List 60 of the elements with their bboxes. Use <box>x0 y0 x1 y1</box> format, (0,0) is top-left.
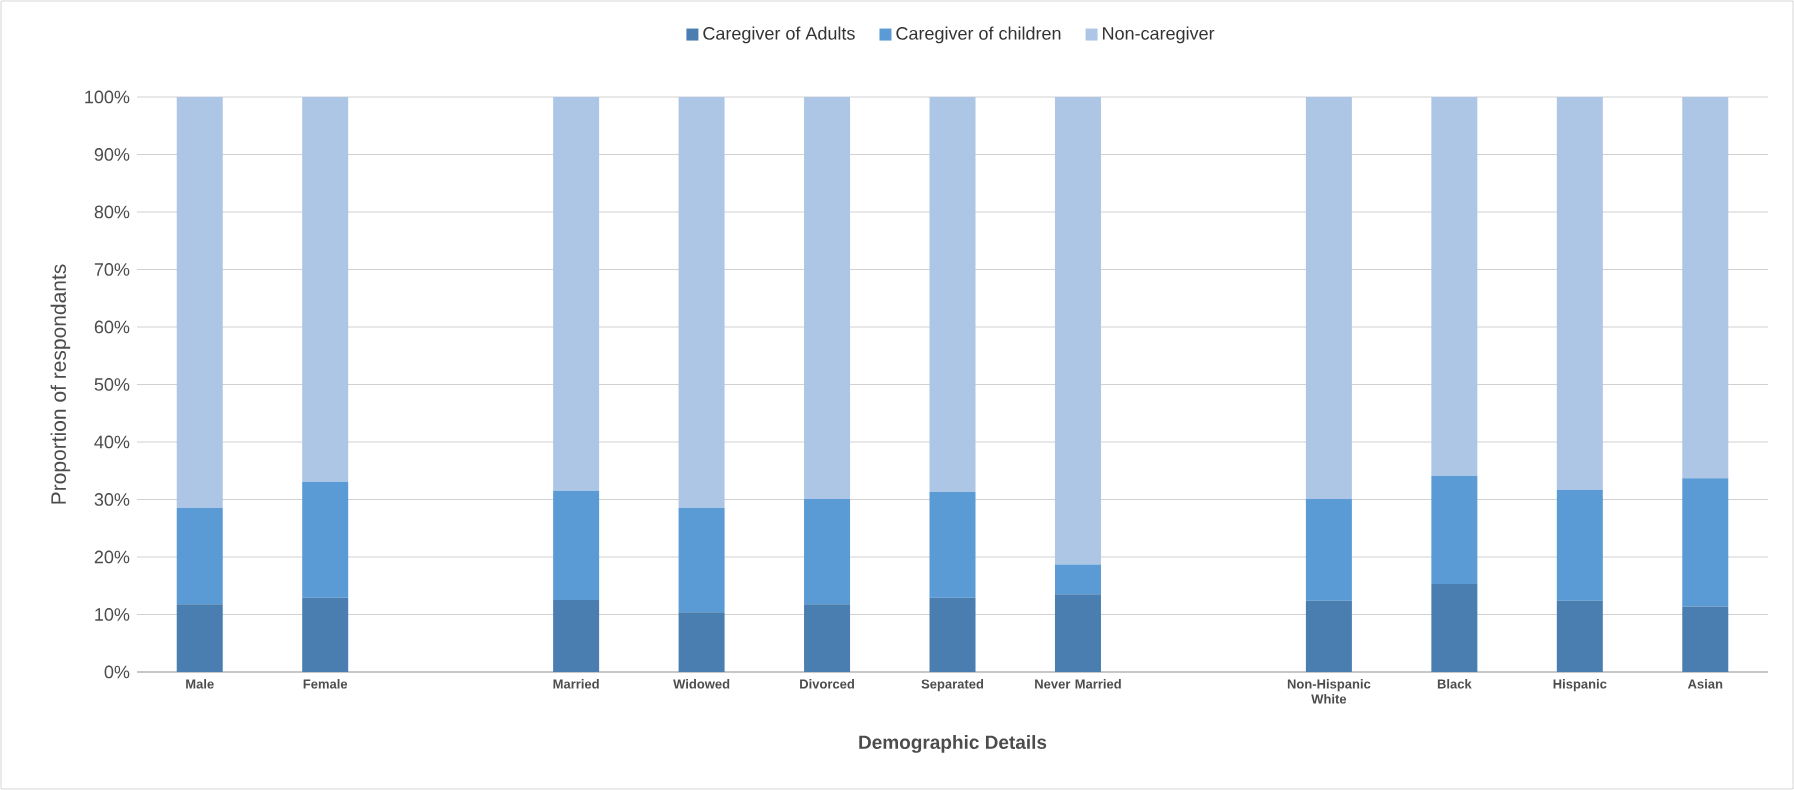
y-tick-label: 80% <box>94 205 130 219</box>
bar <box>1556 96 1603 490</box>
bar <box>678 508 725 613</box>
bar <box>929 597 976 672</box>
bar <box>804 604 851 672</box>
x-tick-label: Divorced <box>800 679 854 689</box>
legend-label: Caregiver of Adults <box>703 26 855 44</box>
bar <box>929 96 976 493</box>
y-tick-label: 100% <box>85 90 130 104</box>
bar <box>1682 606 1729 672</box>
x-tick-label: Separated <box>921 679 984 692</box>
x-tick-label: Never Married <box>1035 679 1121 689</box>
bar <box>176 96 223 509</box>
y-axis-title: Proportion of respondants <box>50 264 71 504</box>
bar <box>1682 96 1729 479</box>
bar <box>804 498 851 605</box>
bar <box>1305 498 1352 601</box>
y-tick-label: 20% <box>94 550 130 564</box>
bar <box>678 96 725 509</box>
bar <box>1054 594 1101 672</box>
bar <box>553 96 600 491</box>
bar <box>1054 96 1101 565</box>
bar <box>1556 600 1603 672</box>
y-tick-label: 40% <box>94 435 130 449</box>
bar <box>1305 96 1352 499</box>
bar <box>302 96 349 482</box>
bar <box>804 96 851 499</box>
x-tick-label: Black <box>1437 679 1472 689</box>
y-tick-label: 50% <box>94 378 130 391</box>
y-tick-label: 60% <box>94 320 130 334</box>
bar <box>929 492 976 598</box>
bar <box>553 600 600 672</box>
bar <box>1682 478 1729 607</box>
bar <box>176 604 223 672</box>
x-tick-label: Widowed <box>673 679 730 689</box>
x-tick-label: Non-Hispanic White <box>1287 679 1371 704</box>
x-tick-label: Hispanic <box>1553 679 1607 692</box>
bar <box>1556 489 1603 601</box>
bar <box>678 612 725 672</box>
y-tick-label: 10% <box>95 608 130 621</box>
y-tick-label: 90% <box>94 148 130 161</box>
x-tick-label: Male <box>186 679 214 689</box>
bar <box>1431 584 1478 672</box>
bar <box>302 597 349 672</box>
x-tick-label: Female <box>303 679 348 689</box>
bar <box>176 508 223 605</box>
y-tick-label: 30% <box>94 493 130 506</box>
bar <box>1305 600 1352 672</box>
y-tick-label: 0% <box>104 665 130 679</box>
bar <box>553 490 600 601</box>
y-tick-label: 70% <box>94 263 130 276</box>
bar <box>1431 475 1478 585</box>
legend-label: Caregiver of children <box>896 26 1061 44</box>
x-tick-label: Married <box>553 679 599 689</box>
x-tick-label: Asian <box>1687 679 1723 689</box>
legend-label: Non-caregiver <box>1103 26 1215 44</box>
bar <box>302 481 349 598</box>
bar <box>1431 96 1478 476</box>
x-axis-title: Demographic Details <box>859 735 1047 753</box>
bar <box>1054 564 1101 595</box>
